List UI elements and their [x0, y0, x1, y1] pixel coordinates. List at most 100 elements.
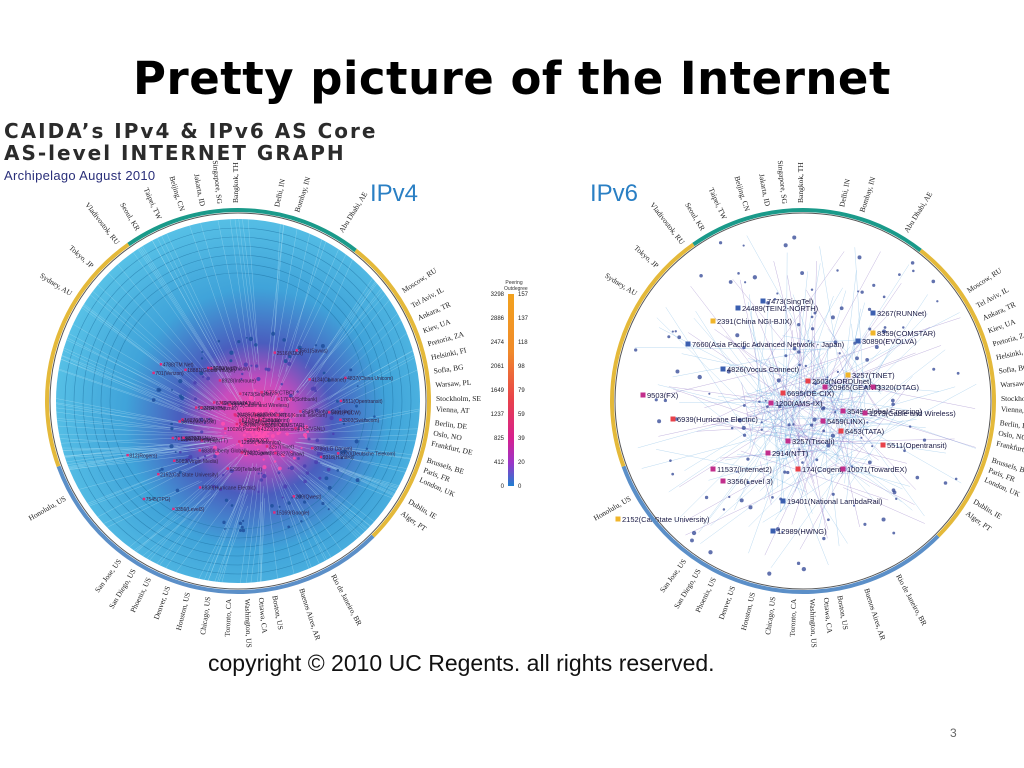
- ipv6-as-node: [784, 354, 788, 358]
- ipv4-as-marker: [126, 453, 129, 457]
- legend-tick-right: 137: [518, 316, 529, 322]
- ipv4-as-label: 209(Qwest): [296, 495, 322, 501]
- ipv4-edge: [274, 439, 397, 491]
- ipv4-as-node: [217, 339, 221, 343]
- ipv6-as-node: [954, 477, 958, 481]
- ipv4-as-node: [342, 449, 347, 454]
- ipv6-edge: [773, 261, 799, 360]
- ipv4-as-node: [318, 476, 322, 480]
- ipv4-as-node: [250, 364, 253, 367]
- ipv6-edge: [781, 308, 786, 441]
- ipv6-as-node: [718, 241, 723, 245]
- ipv6-edge: [785, 386, 956, 437]
- ipv6-as-node: [882, 295, 886, 299]
- ipv6-as-marker: [795, 466, 801, 472]
- ipv4-as-node: [245, 336, 248, 339]
- copyright-notice: copyright © 2010 UC Regents. all rights …: [208, 650, 715, 676]
- ipv4-as-node: [158, 469, 161, 472]
- ipv6-edge: [804, 419, 904, 482]
- ipv4-as-node: [300, 446, 303, 450]
- ipv6-edge: [725, 443, 822, 461]
- ipv4-as-marker: [200, 438, 204, 442]
- ipv4-city-label: Helsinki, FI: [430, 345, 467, 361]
- ipv4-shell-ring: [109, 272, 367, 530]
- ipv6-edge: [735, 413, 786, 455]
- ipv6-as-node: [674, 330, 677, 333]
- ipv4-panel-label: IPv4: [370, 180, 419, 207]
- ipv6-as-node: [936, 300, 939, 303]
- ipv4-as-node: [270, 409, 275, 414]
- ipv4-edge: [218, 505, 249, 583]
- ipv4-as-marker: [319, 455, 323, 459]
- ipv6-edge: [766, 371, 799, 445]
- ipv4-edge: [60, 359, 221, 421]
- ipv4-as-label: 8075(Microsoft): [181, 420, 216, 426]
- ipv6-ring-pacific: [610, 242, 695, 468]
- ipv4-as-node: [280, 453, 285, 458]
- legend-tick-left: 1237: [490, 412, 504, 418]
- ipv4-edge: [82, 305, 216, 405]
- legend-tick-left: 3298: [490, 292, 504, 298]
- legend-tick-right: 0: [518, 484, 522, 490]
- ipv6-city-label: Rio de Janeiro, BR: [894, 573, 929, 628]
- ipv6-as-node: [674, 417, 679, 421]
- ipv4-as-node: [240, 525, 244, 529]
- ipv4-edge: [60, 358, 189, 414]
- ipv4-as-node: [355, 478, 360, 483]
- ipv6-edge: [750, 406, 792, 408]
- ipv4-as-node: [326, 467, 331, 472]
- ipv6-edge: [803, 442, 810, 459]
- ipv4-as-node: [253, 343, 258, 347]
- ipv4-as-label: 8220(Colt): [257, 412, 281, 418]
- ipv6-edge: [751, 345, 817, 406]
- ipv4-as-node: [282, 338, 286, 342]
- ipv4-edge: [271, 249, 339, 406]
- ipv4-as-label: 9829(BSNL): [185, 436, 213, 442]
- legend-tick-left: 2061: [490, 364, 504, 370]
- ipv4-as-marker: [235, 422, 239, 426]
- ipv6-as-node: [735, 470, 738, 473]
- ipv4-edge: [156, 465, 238, 564]
- ipv6-edge: [791, 346, 851, 423]
- ipv6-edge: [810, 444, 828, 539]
- ipv4-edge: [319, 463, 399, 488]
- ipv6-as-node: [838, 352, 841, 355]
- ipv4-as-label: 13030(Init7): [210, 366, 237, 372]
- ipv6-as-node: [654, 398, 658, 402]
- ipv4-as-marker: [198, 486, 202, 489]
- ipv6-as-node: [922, 438, 927, 442]
- ipv4-as-node: [287, 525, 291, 529]
- ipv6-edge: [741, 382, 752, 435]
- ipv6-edge: [771, 321, 778, 488]
- ipv6-edge: [792, 294, 838, 417]
- ipv6-edge: [840, 417, 849, 419]
- ipv4-edge: [306, 299, 390, 396]
- ipv6-as-node: [697, 374, 702, 380]
- ipv6-edge: [711, 424, 864, 445]
- ipv4-as-label: 4837(China Unicom): [347, 376, 393, 382]
- ipv4-as-marker: [327, 411, 331, 414]
- ipv4-edge: [295, 442, 411, 460]
- ipv4-as-node: [240, 377, 243, 380]
- ipv6-edge: [785, 252, 788, 434]
- ipv6-edge: [805, 289, 880, 415]
- ipv6-edge: [795, 283, 902, 438]
- ipv6-edge: [765, 359, 875, 434]
- ipv6-as-node: [691, 530, 697, 536]
- ipv6-as-node: [931, 279, 936, 284]
- ipv4-edge: [298, 288, 382, 396]
- ipv6-edge: [749, 294, 769, 475]
- ipv6-edge: [658, 327, 756, 378]
- ipv6-city-label: Tokyo, JP: [632, 243, 660, 270]
- ipv6-as-node: [908, 425, 912, 428]
- ipv4-as-node: [281, 496, 284, 499]
- ipv6-edge: [819, 302, 865, 471]
- ipv4-city-label: Rio de Janeiro, BR: [329, 573, 364, 628]
- ipv4-edge: [242, 219, 259, 354]
- ipv6-edge: [748, 432, 843, 527]
- ipv6-as-node: [867, 460, 872, 465]
- ipv6-edge: [760, 407, 784, 431]
- ipv4-as-node: [263, 437, 266, 441]
- ipv6-edge: [845, 462, 902, 503]
- ipv6-as-node: [760, 421, 763, 424]
